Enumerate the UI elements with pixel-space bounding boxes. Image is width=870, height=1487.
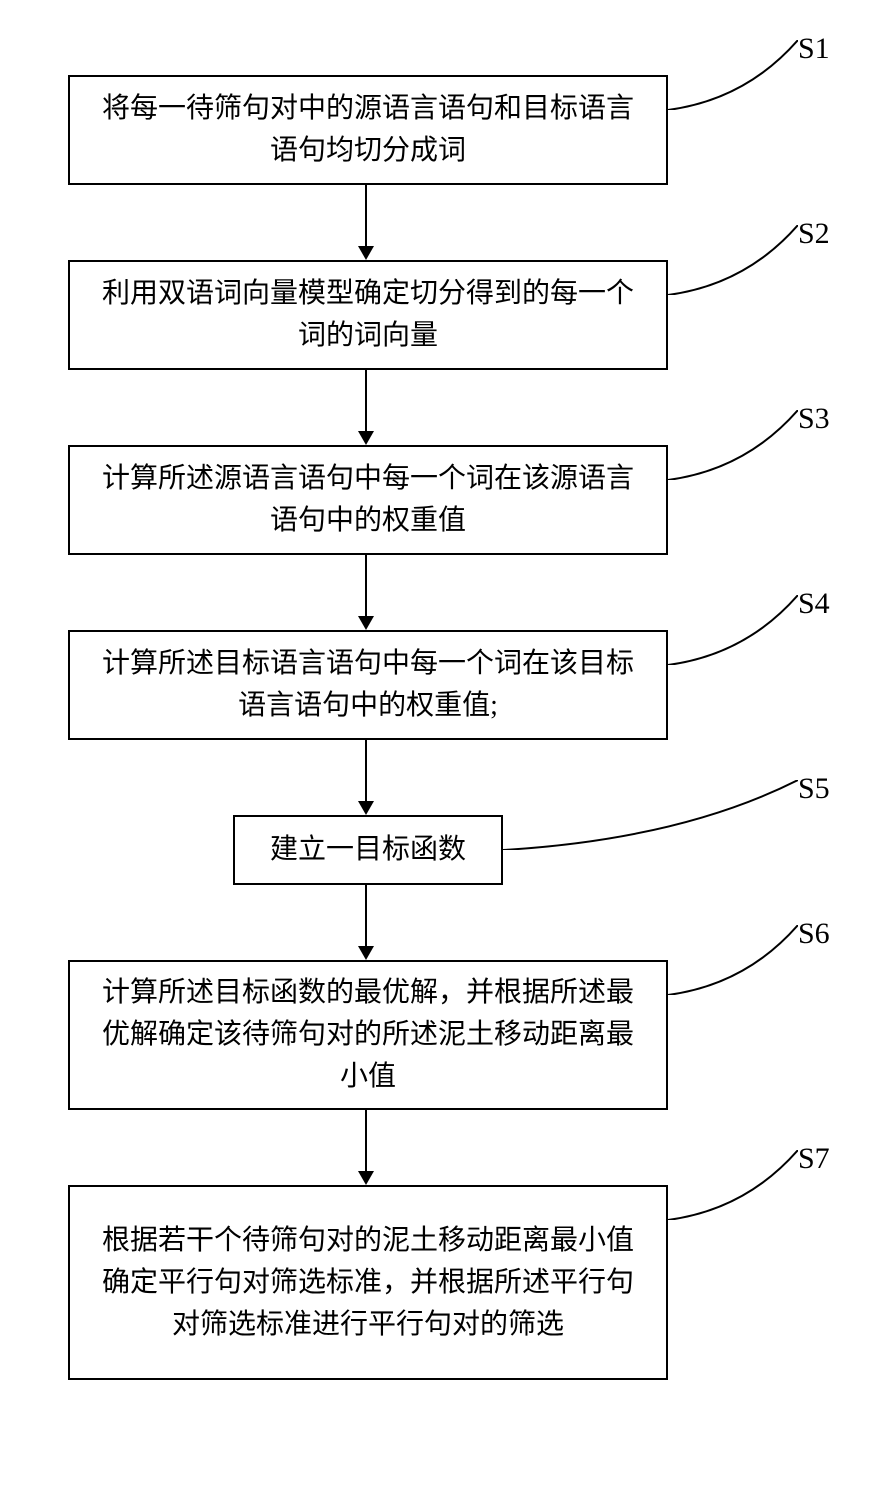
step-box-s7: 根据若干个待筛句对的泥土移动距离最小值确定平行句对筛选标准，并根据所述平行句对筛… — [68, 1185, 668, 1380]
arrow-head-icon — [358, 946, 374, 960]
arrow-head-icon — [358, 616, 374, 630]
step-box-s1: 将每一待筛句对中的源语言语句和目标语言语句均切分成词 — [68, 75, 668, 185]
step-label-s3: S3 — [798, 402, 830, 436]
curve-s3 — [668, 410, 798, 480]
arrow-head-icon — [358, 1171, 374, 1185]
step-box-s2: 利用双语词向量模型确定切分得到的每一个词的词向量 — [68, 260, 668, 370]
step-box-s4: 计算所述目标语言语句中每一个词在该目标语言语句中的权重值; — [68, 630, 668, 740]
arrow-head-icon — [358, 431, 374, 445]
step-box-s3: 计算所述源语言语句中每一个词在该源语言语句中的权重值 — [68, 445, 668, 555]
step-label-s6: S6 — [798, 917, 830, 951]
flowchart-container: 将每一待筛句对中的源语言语句和目标语言语句均切分成词 S1 利用双语词向量模型确定切… — [0, 0, 870, 1487]
arrow-line — [365, 1110, 367, 1172]
arrow-line — [365, 370, 367, 432]
arrow-head-icon — [358, 801, 374, 815]
step-box-s6: 计算所述目标函数的最优解，并根据所述最优解确定该待筛句对的所述泥土移动距离最小值 — [68, 960, 668, 1110]
step-label-s1: S1 — [798, 32, 830, 66]
curve-s2 — [668, 225, 798, 295]
curve-s7 — [668, 1150, 798, 1220]
curve-s5 — [503, 780, 798, 850]
arrow-line — [365, 185, 367, 247]
step-label-s4: S4 — [798, 587, 830, 621]
step-label-s2: S2 — [798, 217, 830, 251]
curve-s6 — [668, 925, 798, 995]
arrow-head-icon — [358, 246, 374, 260]
step-label-s7: S7 — [798, 1142, 830, 1176]
arrow-line — [365, 885, 367, 947]
arrow-line — [365, 555, 367, 617]
step-box-s5: 建立一目标函数 — [233, 815, 503, 885]
arrow-line — [365, 740, 367, 802]
curve-s1 — [668, 40, 798, 110]
step-label-s5: S5 — [798, 772, 830, 806]
curve-s4 — [668, 595, 798, 665]
